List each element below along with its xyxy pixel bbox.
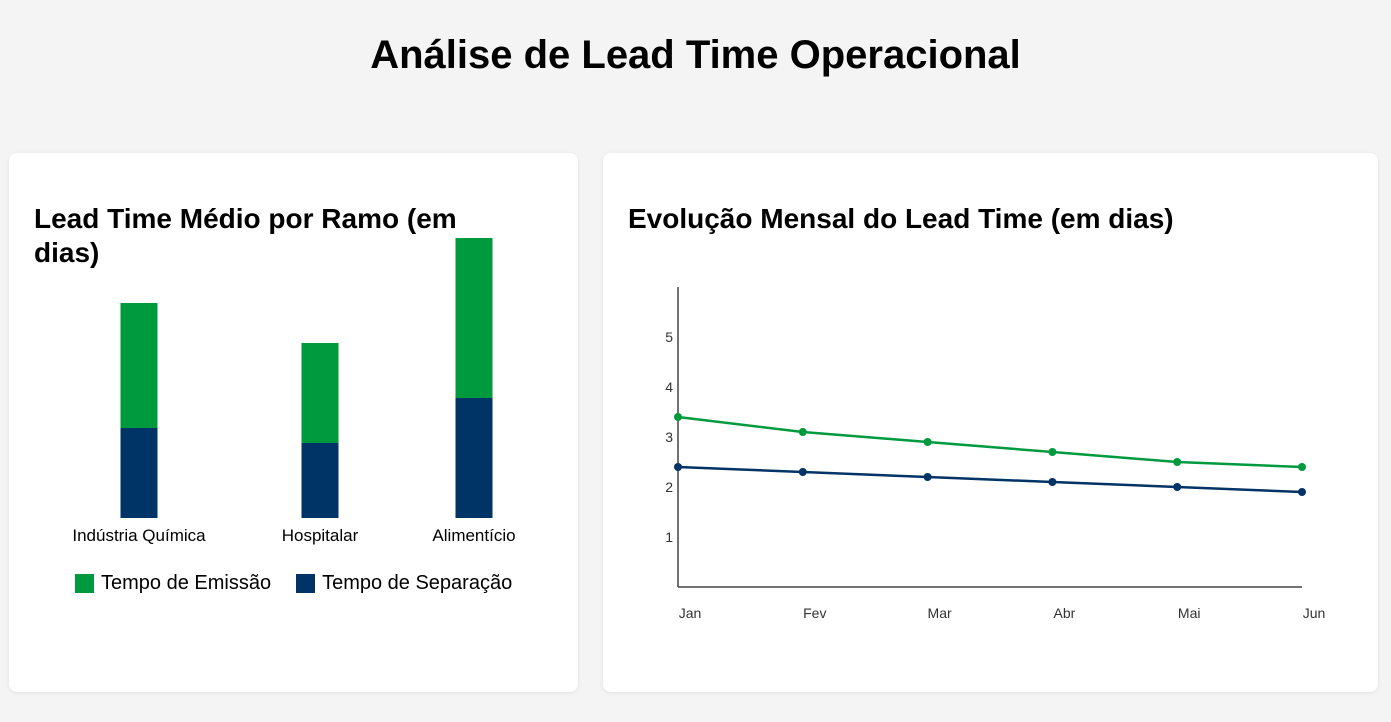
x-tick-label: Mai: [1178, 605, 1201, 621]
line-series-1: [677, 465, 1303, 494]
bar-category-label: Hospitalar: [282, 526, 359, 545]
bar-separacao-2: [455, 398, 493, 518]
legend-label-separacao: Tempo de Separação: [322, 572, 513, 594]
line-point-0-3: [1048, 448, 1057, 456]
line-point-1-2: [923, 473, 932, 481]
bar-chart-card: Lead Time Médio por Ramo (em dias) Indús…: [9, 153, 578, 692]
bar-separacao-0: [120, 428, 158, 518]
legend-item-emissao: Tempo de Emissão: [75, 571, 271, 595]
y-tick-label: 1: [665, 529, 673, 545]
y-tick-label: 5: [665, 329, 673, 345]
bar-chart-legend: Tempo de Emissão Tempo de Separação: [75, 571, 537, 595]
x-tick-label: Mar: [928, 605, 952, 621]
line-point-0-4: [1173, 458, 1182, 466]
line-point-0-0: [674, 413, 682, 421]
line-point-0-5: [1298, 463, 1306, 471]
y-tick-label: 2: [665, 479, 673, 495]
line-chart: 1 2 3 4 5 Jan Fev Mar Abr Mai Jun: [665, 287, 1326, 621]
legend-item-separacao: Tempo de Separação: [296, 571, 512, 595]
x-tick-label: Fev: [803, 605, 826, 621]
bar-emissao-0: [120, 303, 158, 428]
line-point-1-0: [674, 463, 682, 471]
page-title: Análise de Lead Time Operacional: [370, 33, 1021, 77]
legend-label-emissao: Tempo de Emissão: [101, 572, 272, 594]
bar-emissao-2: [455, 238, 493, 398]
line-point-1-1: [798, 468, 807, 476]
line-series-0: [677, 415, 1303, 469]
line-point-1-4: [1173, 483, 1182, 491]
line-chart-card: Evolução Mensal do Lead Time (em dias) 1…: [603, 153, 1378, 692]
x-tick-label: Jun: [1303, 605, 1326, 621]
bar-chart-title: Lead Time Médio por Ramo (em dias): [34, 203, 457, 268]
bar-separacao-1: [301, 443, 339, 518]
line-point-1-5: [1298, 488, 1306, 496]
legend-swatch-emissao: [75, 573, 94, 593]
bar-category-label: Indústria Química: [72, 526, 206, 545]
bar-chart: Indústria Química Hospitalar Alimentício: [72, 238, 516, 545]
y-tick-label: 3: [665, 429, 673, 445]
line-point-0-2: [923, 438, 932, 446]
bar-emissao-1: [301, 343, 339, 443]
line-chart-title: Evolução Mensal do Lead Time (em dias): [628, 203, 1174, 234]
line-point-1-3: [1048, 478, 1057, 486]
legend-swatch-separacao: [296, 573, 316, 593]
x-tick-label: Jan: [679, 605, 702, 621]
y-tick-label: 4: [665, 379, 673, 395]
line-point-0-1: [798, 428, 807, 436]
bar-category-label: Alimentício: [432, 526, 515, 545]
x-tick-label: Abr: [1054, 605, 1076, 621]
